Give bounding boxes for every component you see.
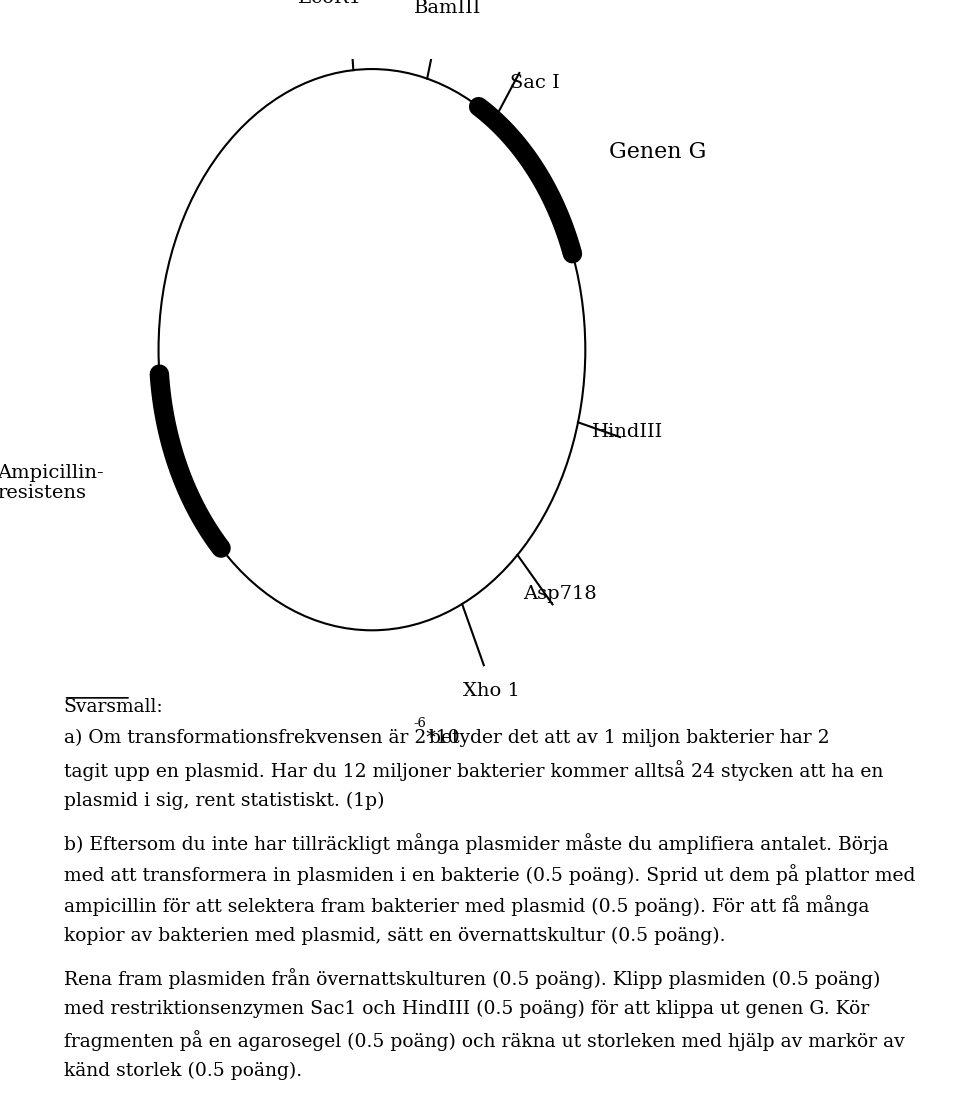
- Text: a) Om transformationsfrekvensen är 2*10: a) Om transformationsfrekvensen är 2*10: [63, 729, 459, 747]
- Text: -6: -6: [413, 717, 426, 729]
- Text: betyder det att av 1 miljon bakterier har 2: betyder det att av 1 miljon bakterier ha…: [423, 729, 830, 747]
- Text: ampicillin för att selektera fram bakterier med plasmid (0.5 poäng). För att få : ampicillin för att selektera fram bakter…: [63, 895, 869, 917]
- Text: Rena fram plasmiden från övernattskulturen (0.5 poäng). Klipp plasmiden (0.5 poä: Rena fram plasmiden från övernattskultur…: [63, 968, 880, 989]
- Text: Ampicillin-
resistens: Ampicillin- resistens: [0, 463, 104, 503]
- Text: Sac I: Sac I: [510, 75, 560, 92]
- Text: plasmid i sig, rent statistiskt. (1p): plasmid i sig, rent statistiskt. (1p): [63, 792, 384, 809]
- Text: BamIII: BamIII: [414, 0, 481, 16]
- Text: med restriktionsenzymen Sac1 och HindIII (0.5 poäng) för att klippa ut genen G. : med restriktionsenzymen Sac1 och HindIII…: [63, 999, 869, 1018]
- Text: Genen G: Genen G: [609, 142, 706, 164]
- Text: HindIII: HindIII: [592, 423, 663, 441]
- Text: Svarsmall:: Svarsmall:: [63, 698, 163, 716]
- Text: EcoR1: EcoR1: [298, 0, 362, 7]
- Text: med att transformera in plasmiden i en bakterie (0.5 poäng). Sprid ut dem på pla: med att transformera in plasmiden i en b…: [63, 864, 915, 885]
- Text: Asp718: Asp718: [523, 585, 597, 603]
- Text: känd storlek (0.5 poäng).: känd storlek (0.5 poäng).: [63, 1062, 301, 1079]
- Text: b) Eftersom du inte har tillräckligt många plasmider måste du amplifiera antalet: b) Eftersom du inte har tillräckligt mån…: [63, 833, 888, 854]
- Text: tagit upp en plasmid. Har du 12 miljoner bakterier kommer alltså 24 stycken att : tagit upp en plasmid. Har du 12 miljoner…: [63, 760, 883, 781]
- Text: fragmenten på en agarosegel (0.5 poäng) och räkna ut storleken med hjälp av mark: fragmenten på en agarosegel (0.5 poäng) …: [63, 1030, 904, 1052]
- Text: Xho 1: Xho 1: [464, 682, 520, 701]
- Text: kopior av bakterien med plasmid, sätt en övernattskultur (0.5 poäng).: kopior av bakterien med plasmid, sätt en…: [63, 927, 725, 944]
